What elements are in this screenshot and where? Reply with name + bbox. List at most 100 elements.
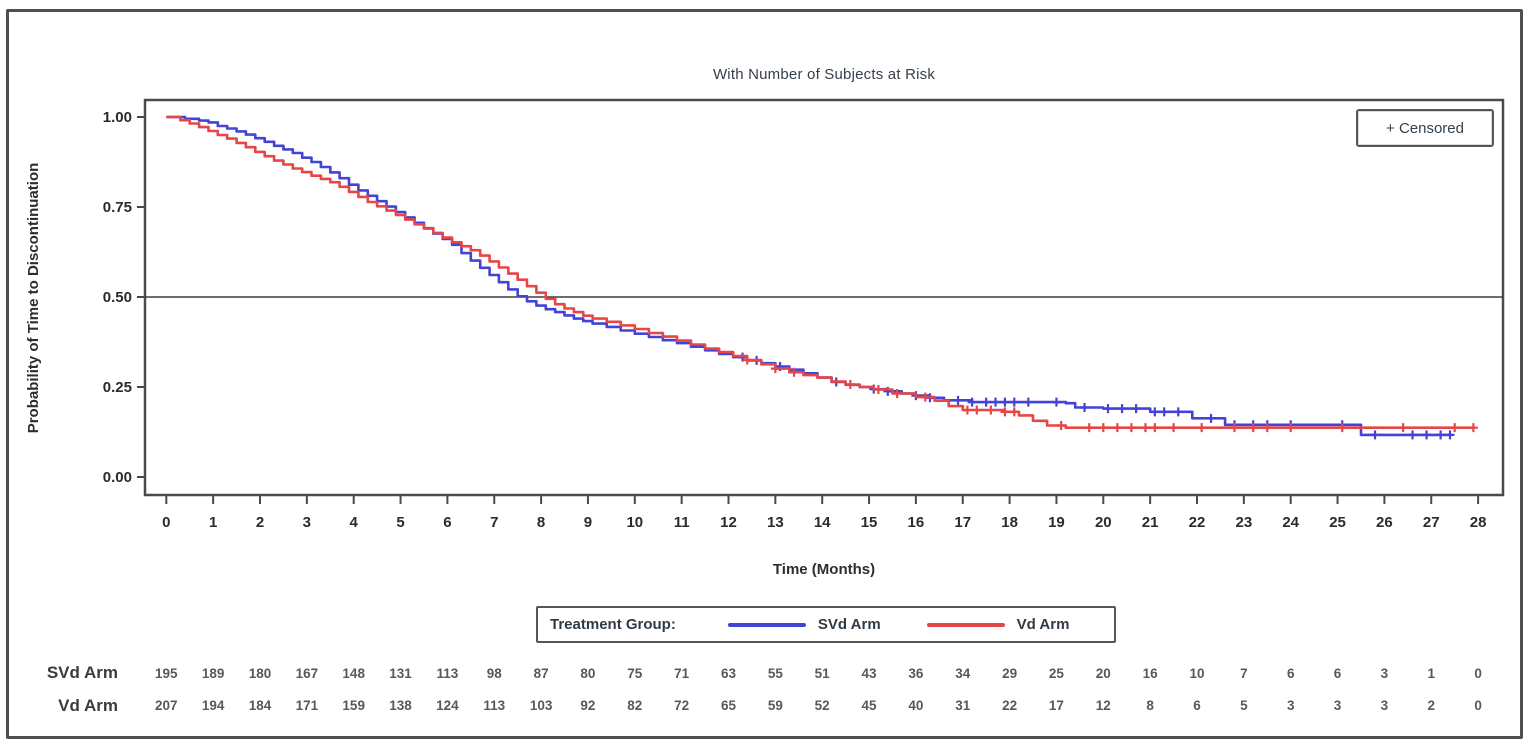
risk-count-vd: 17 — [1049, 698, 1064, 713]
x-tick-label: 5 — [396, 514, 404, 531]
risk-count-svd: 148 — [342, 666, 365, 681]
risk-count-vd: 6 — [1193, 698, 1201, 713]
x-tick-label: 28 — [1470, 514, 1487, 531]
risk-row-label-vd: Vd Arm — [58, 696, 118, 715]
risk-count-vd: 92 — [580, 698, 595, 713]
risk-count-vd: 124 — [436, 698, 459, 713]
risk-count-svd: 75 — [627, 666, 643, 681]
risk-count-vd: 103 — [530, 698, 553, 713]
x-tick-label: 11 — [674, 514, 690, 531]
risk-row-label-svd: SVd Arm — [46, 663, 118, 682]
risk-count-svd: 16 — [1143, 666, 1159, 681]
x-tick-label: 15 — [861, 514, 878, 531]
risk-count-vd: 138 — [389, 698, 412, 713]
risk-count-vd: 2 — [1427, 698, 1435, 713]
risk-count-svd: 189 — [202, 666, 225, 681]
svd-survival-curve — [166, 115, 1450, 437]
risk-count-vd: 59 — [768, 698, 783, 713]
x-tick-label: 24 — [1282, 514, 1299, 531]
x-tick-label: 10 — [626, 514, 643, 531]
risk-count-vd: 0 — [1474, 698, 1482, 713]
risk-count-svd: 195 — [155, 666, 178, 681]
x-tick-label: 4 — [350, 514, 359, 531]
censored-legend-box: + Censored — [1356, 109, 1494, 147]
risk-count-svd: 87 — [534, 666, 549, 681]
x-tick-label: 22 — [1189, 514, 1206, 531]
x-axis-label: Time (Months) — [772, 561, 876, 578]
x-tick-label: 18 — [1001, 514, 1018, 531]
vd-censor-marks — [742, 355, 1478, 433]
x-tick-label: 25 — [1329, 514, 1346, 531]
risk-count-vd: 3 — [1381, 698, 1389, 713]
risk-count-svd: 6 — [1287, 666, 1295, 681]
risk-count-svd: 0 — [1474, 666, 1482, 681]
risk-count-vd: 45 — [862, 698, 878, 713]
risk-count-vd: 22 — [1002, 698, 1017, 713]
risk-count-svd: 10 — [1189, 666, 1204, 681]
risk-count-vd: 52 — [815, 698, 830, 713]
vd-line-swatch-icon — [926, 622, 1005, 627]
risk-count-vd: 184 — [249, 698, 272, 713]
risk-count-vd: 82 — [627, 698, 642, 713]
risk-count-vd: 8 — [1146, 698, 1154, 713]
risk-count-vd: 3 — [1334, 698, 1342, 713]
risk-count-svd: 55 — [768, 666, 784, 681]
risk-count-vd: 5 — [1240, 698, 1248, 713]
chart-title: With Number of Subjects at Risk — [712, 66, 936, 83]
risk-count-svd: 63 — [721, 666, 737, 681]
risk-count-svd: 71 — [674, 666, 690, 681]
risk-count-svd: 1 — [1427, 666, 1435, 681]
x-tick-label: 6 — [443, 514, 451, 531]
censored-label: + Censored — [1386, 119, 1464, 137]
x-tick-label: 16 — [908, 514, 925, 531]
x-tick-label: 13 — [767, 514, 784, 531]
x-tick-label: 26 — [1376, 514, 1393, 531]
risk-count-svd: 167 — [296, 666, 319, 681]
x-tick-label: 20 — [1095, 514, 1112, 531]
legend-entry-vd: Vd Arm — [1016, 616, 1070, 633]
x-tick-label: 12 — [720, 514, 737, 531]
svd-censor-marks — [738, 352, 1455, 440]
risk-count-vd: 65 — [721, 698, 737, 713]
risk-count-vd: 207 — [155, 698, 178, 713]
risk-count-svd: 29 — [1002, 666, 1017, 681]
svd-line-swatch-icon — [727, 622, 806, 627]
y-tick-label: 0.00 — [103, 469, 132, 486]
risk-count-vd: 40 — [908, 698, 923, 713]
x-tick-label: 27 — [1423, 514, 1440, 531]
risk-count-svd: 51 — [815, 666, 831, 681]
x-tick-label: 7 — [490, 514, 498, 531]
risk-count-svd: 34 — [955, 666, 971, 681]
x-tick-label: 23 — [1236, 514, 1253, 531]
risk-count-svd: 43 — [862, 666, 878, 681]
risk-count-vd: 31 — [955, 698, 971, 713]
treatment-legend-box: Treatment Group: SVd Arm Vd Arm — [536, 606, 1116, 643]
risk-count-vd: 3 — [1287, 698, 1295, 713]
x-tick-label: 17 — [954, 514, 971, 531]
x-tick-label: 14 — [814, 514, 831, 531]
risk-count-svd: 20 — [1096, 666, 1111, 681]
risk-count-vd: 194 — [202, 698, 225, 713]
risk-count-svd: 7 — [1240, 666, 1248, 681]
vd-survival-curve — [166, 115, 1474, 429]
risk-count-svd: 113 — [437, 666, 459, 681]
risk-count-svd: 131 — [389, 666, 412, 681]
x-tick-label: 3 — [303, 514, 311, 531]
risk-count-svd: 180 — [249, 666, 272, 681]
y-tick-label: 0.75 — [103, 199, 132, 216]
x-tick-label: 8 — [537, 514, 545, 531]
x-tick-label: 19 — [1048, 514, 1065, 531]
risk-count-svd: 36 — [908, 666, 924, 681]
risk-count-svd: 98 — [487, 666, 503, 681]
risk-count-svd: 25 — [1049, 666, 1065, 681]
x-tick-label: 0 — [162, 514, 170, 531]
x-tick-label: 2 — [256, 514, 264, 531]
risk-count-svd: 80 — [580, 666, 595, 681]
x-tick-label: 9 — [584, 514, 592, 531]
figure-outer-border — [6, 9, 1523, 739]
legend-entry-svd: SVd Arm — [817, 616, 881, 633]
risk-count-svd: 3 — [1381, 666, 1389, 681]
x-tick-label: 21 — [1142, 514, 1159, 531]
